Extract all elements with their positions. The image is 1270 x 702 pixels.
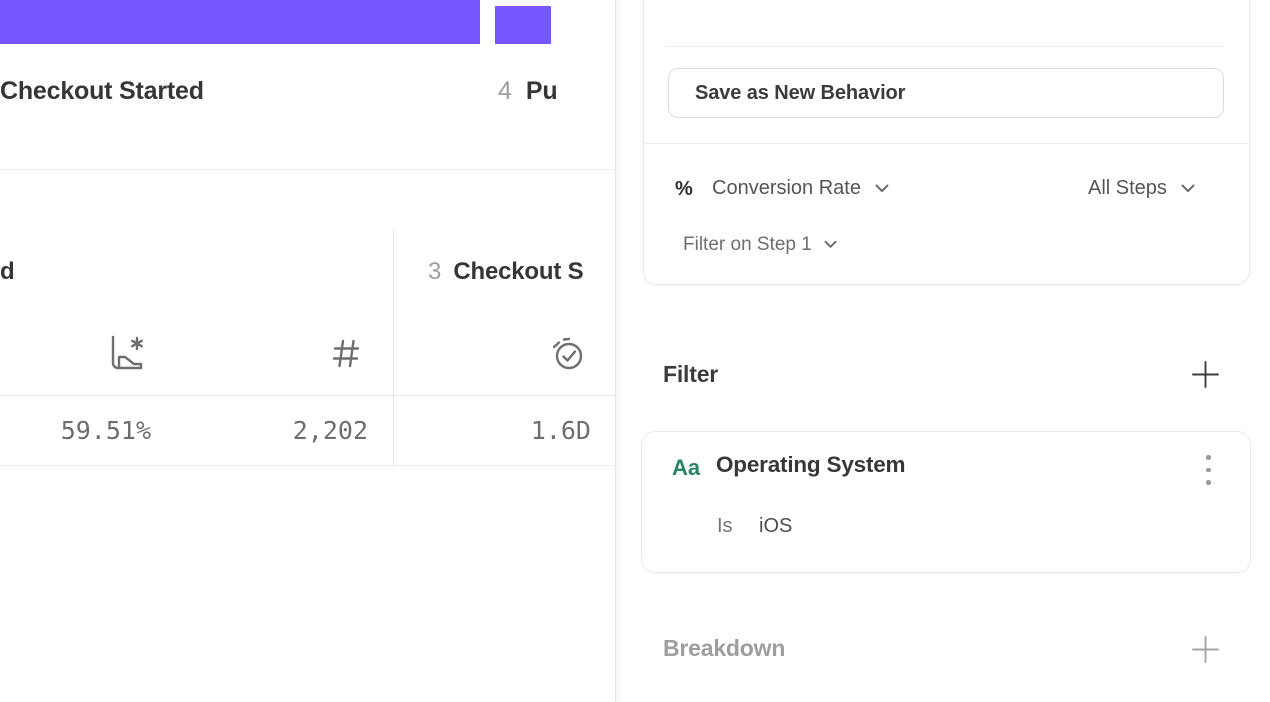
breakdown-section-title: Breakdown: [663, 635, 786, 661]
save-as-new-behavior-button[interactable]: Save as New Behavior: [668, 68, 1224, 118]
filter-card-operating-system[interactable]: [641, 431, 1251, 573]
step-label-checkout-started: Checkout Started: [0, 77, 204, 105]
all-steps-dropdown[interactable]: All Steps: [1088, 177, 1195, 200]
count-icon: [331, 337, 362, 375]
chevron-down-icon: [875, 180, 889, 198]
filter-operator[interactable]: Is: [717, 515, 733, 537]
property-type-badge: Aa: [672, 455, 701, 480]
cell-conversion-rate: 59.51%: [60, 416, 151, 445]
value-row-bottom-border: [0, 465, 615, 466]
cell-avg-time: 1.6D: [530, 416, 591, 445]
table-column-divider: [393, 230, 394, 465]
funnel-bar-checkout-started[interactable]: [0, 0, 480, 44]
value-row-top-border: [0, 395, 615, 396]
cell-count: 2,202: [292, 416, 368, 445]
panel-divider: [615, 0, 616, 702]
avg-time-to-convert-icon: [550, 336, 585, 378]
kebab-menu-icon[interactable]: [1206, 455, 1211, 485]
plus-icon: [1192, 636, 1219, 663]
add-filter-button[interactable]: [1192, 361, 1219, 388]
table-header-step3-label: Checkout S: [453, 258, 584, 285]
behavior-settings-card: [643, 0, 1250, 285]
filter-on-step-dropdown[interactable]: Filter on Step 1: [683, 234, 837, 256]
plus-icon: [1192, 361, 1219, 388]
step-label-purchase: Pu: [525, 77, 558, 105]
add-breakdown-button[interactable]: [1192, 636, 1219, 663]
percent-icon: %: [675, 178, 693, 200]
panel-divider-shadow: [616, 0, 621, 702]
conversion-rate-icon: [109, 334, 146, 378]
table-header-step3-number: 3: [428, 258, 442, 285]
step-number-purchase: 4: [498, 77, 512, 105]
chevron-down-icon: [824, 236, 837, 254]
settings-card-inner-divider: [666, 46, 1224, 47]
filter-section-title: Filter: [663, 361, 719, 387]
conversion-rate-dropdown[interactable]: Conversion Rate: [712, 177, 889, 200]
funnel-report-area: Checkout Started 4 Pu d 3 Checkout S: [0, 0, 615, 702]
settings-card-section-divider: [643, 143, 1248, 144]
table-header-step2-tail: d: [0, 258, 15, 285]
filter-value[interactable]: iOS: [759, 515, 793, 537]
chart-table-divider: [0, 169, 615, 170]
chevron-down-icon: [1181, 180, 1195, 198]
funnel-bar-purchase[interactable]: [495, 6, 551, 44]
filter-property-name: Operating System: [716, 452, 906, 477]
